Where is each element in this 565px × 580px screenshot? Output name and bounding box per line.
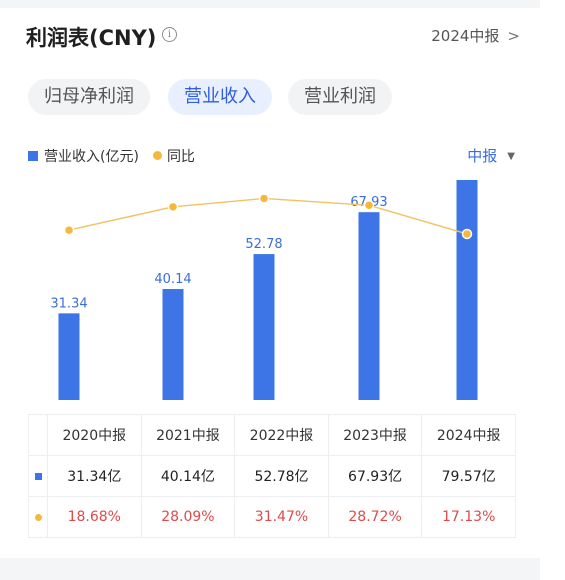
revenue-bar — [358, 212, 380, 400]
table-cell: 67.93亿 — [327, 455, 423, 497]
legend-bar-swatch — [28, 151, 38, 161]
chart-legend: 营业收入(亿元) 同比 — [28, 146, 195, 166]
table-cell: 18.68% — [47, 496, 142, 538]
legend-line-swatch — [152, 151, 162, 160]
table-cell: 28.09% — [140, 496, 236, 538]
yoy-point — [363, 200, 375, 211]
page-title: 利润表(CNY) — [26, 26, 157, 50]
table-header-cell: 2021中报 — [140, 414, 236, 456]
yoy-point — [461, 228, 473, 240]
yoy-point — [167, 201, 179, 213]
table-header-row: 2020中报 2021中报 2022中报 2023中报 2024中报 — [28, 414, 516, 456]
bar-value-label: 52.78 — [245, 237, 282, 252]
top-divider — [0, 0, 540, 8]
caret-down-icon: ▼ — [507, 151, 515, 162]
table-header-cell: 2024中报 — [421, 414, 516, 456]
revenue-bar — [58, 313, 80, 400]
period-dropdown-label: 中报 — [467, 147, 498, 165]
table-row-revenue: 31.34亿 40.14亿 52.78亿 67.93亿 79.57亿 — [28, 455, 516, 497]
yoy-line — [68, 197, 468, 235]
info-icon[interactable]: i — [162, 27, 177, 42]
tab-revenue[interactable]: 营业收入 — [168, 79, 272, 115]
table-key-cell — [28, 414, 48, 456]
table-cell: 52.78亿 — [234, 455, 329, 497]
table-cell: 17.13% — [421, 496, 516, 538]
tab-net-profit[interactable]: 归母净利润 — [28, 79, 150, 115]
table-header-cell: 2022中报 — [234, 414, 329, 456]
legend-yoy-label: 同比 — [166, 149, 195, 165]
table-cell: 31.47% — [234, 496, 329, 538]
revenue-bar — [456, 180, 478, 400]
yoy-point — [258, 193, 270, 204]
table-key-cell — [28, 496, 48, 538]
period-link-label: 2024中报 — [431, 27, 500, 45]
bar-value-label: 79.57 — [448, 175, 485, 178]
bar-value-label: 31.34 — [50, 296, 87, 311]
revenue-bar — [162, 289, 184, 400]
table-cell: 28.72% — [327, 496, 423, 538]
period-link[interactable]: 2024中报 > — [431, 25, 520, 46]
table-key-cell — [28, 455, 48, 497]
bar-value-label: 40.14 — [154, 272, 191, 287]
table-cell: 79.57亿 — [421, 455, 516, 497]
tab-operating-profit[interactable]: 营业利润 — [288, 79, 392, 115]
bottom-divider — [0, 558, 540, 580]
period-dropdown[interactable]: 中报 ▼ — [467, 145, 515, 166]
table-row-yoy: 18.68% 28.09% 31.47% 28.72% 17.13% — [28, 496, 516, 538]
card-header: 利润表(CNY) i 2024中报 > — [26, 22, 520, 52]
data-table: 2020中报 2021中报 2022中报 2023中报 2024中报 31.34… — [28, 414, 516, 538]
revenue-bar — [253, 254, 275, 400]
table-cell: 40.14亿 — [140, 455, 236, 497]
table-cell: 31.34亿 — [47, 455, 142, 497]
yoy-point — [63, 224, 75, 236]
table-header-cell: 2023中报 — [327, 414, 423, 456]
revenue-key-swatch — [34, 473, 42, 480]
yoy-key-swatch — [34, 514, 42, 521]
chevron-right-icon: > — [507, 27, 520, 45]
legend-revenue-label: 营业收入(亿元) — [44, 149, 139, 165]
table-header-cell: 2020中报 — [47, 414, 142, 456]
